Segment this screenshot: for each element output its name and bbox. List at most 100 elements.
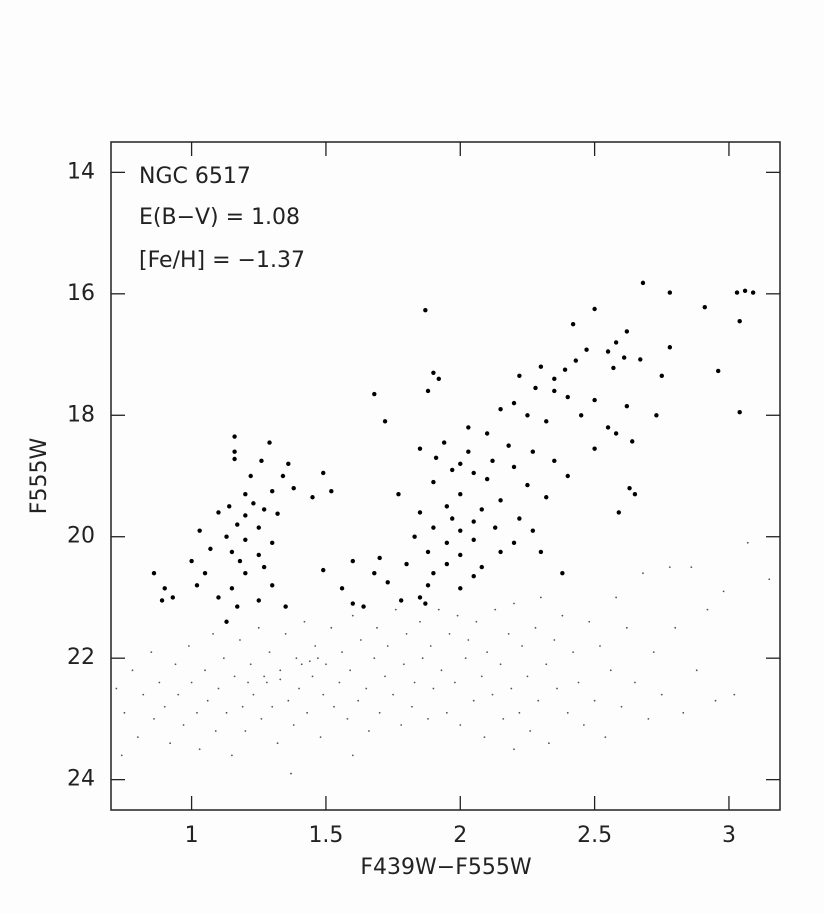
star-point xyxy=(232,434,237,439)
star-point xyxy=(396,492,401,497)
star-point xyxy=(518,711,521,714)
star-point xyxy=(450,516,455,521)
star-point xyxy=(341,651,343,654)
star-point xyxy=(275,511,280,516)
star-point xyxy=(303,620,306,623)
star-point xyxy=(534,626,537,629)
star-point xyxy=(227,504,232,509)
star-point xyxy=(170,595,175,600)
star-point xyxy=(417,446,423,451)
star-point xyxy=(417,510,423,515)
star-point xyxy=(634,681,636,684)
star-point xyxy=(214,730,217,732)
star-point xyxy=(722,590,725,593)
star-point xyxy=(197,528,202,533)
star-point xyxy=(311,675,314,678)
star-point xyxy=(271,705,274,708)
star-point xyxy=(573,358,579,363)
star-point xyxy=(484,476,490,482)
star-point xyxy=(333,705,335,708)
star-point xyxy=(521,645,523,647)
star-point xyxy=(291,485,296,491)
star-point xyxy=(423,308,428,313)
star-point xyxy=(538,364,544,369)
star-point xyxy=(734,290,740,295)
star-point xyxy=(235,522,240,527)
star-point xyxy=(562,367,568,372)
star-point xyxy=(287,699,290,702)
star-point xyxy=(584,347,589,352)
star-point xyxy=(624,403,630,409)
star-point xyxy=(471,537,476,542)
star-point xyxy=(471,519,476,524)
star-point xyxy=(511,464,517,470)
star-point xyxy=(458,552,463,558)
star-point xyxy=(604,736,607,739)
star-point xyxy=(441,440,447,445)
star-point xyxy=(498,549,503,555)
star-point xyxy=(592,306,597,312)
star-point xyxy=(351,754,354,757)
star-point xyxy=(298,687,300,690)
star-point xyxy=(177,693,180,696)
star-point xyxy=(682,711,685,714)
y-tick-label: 18 xyxy=(67,402,95,427)
star-point xyxy=(394,608,397,611)
star-point xyxy=(361,604,366,609)
star-point xyxy=(270,488,275,494)
star-point xyxy=(427,718,429,720)
star-point xyxy=(243,537,248,542)
star-point xyxy=(506,443,511,448)
star-point xyxy=(526,675,529,678)
star-point xyxy=(458,586,463,591)
star-point xyxy=(494,608,497,611)
star-point xyxy=(432,687,435,690)
star-point xyxy=(346,718,349,720)
star-point xyxy=(642,572,644,575)
star-point xyxy=(674,626,677,629)
star-point xyxy=(592,446,597,451)
star-point xyxy=(295,657,298,660)
star-point xyxy=(182,724,185,726)
star-point xyxy=(613,340,619,345)
annotation: E(B−V) = 1.08 xyxy=(139,205,300,230)
star-point xyxy=(552,388,557,394)
star-point xyxy=(216,595,221,600)
star-point xyxy=(572,651,575,654)
star-point xyxy=(640,280,646,286)
star-point xyxy=(490,458,495,464)
star-point xyxy=(276,742,279,745)
star-point xyxy=(647,718,650,720)
star-point xyxy=(411,705,413,708)
star-point xyxy=(252,693,255,696)
star-point xyxy=(243,570,248,576)
star-point xyxy=(222,657,225,660)
star-point xyxy=(690,566,693,568)
star-point xyxy=(517,516,522,521)
star-point xyxy=(316,657,319,660)
star-point xyxy=(419,620,421,623)
x-tick-label: 2 xyxy=(453,823,467,848)
star-point xyxy=(464,657,467,660)
star-point xyxy=(283,604,288,609)
star-point xyxy=(169,742,172,745)
star-point xyxy=(609,669,612,672)
star-point xyxy=(613,431,619,436)
star-point xyxy=(206,699,209,702)
star-point xyxy=(329,488,334,494)
star-point xyxy=(232,456,237,462)
star-point xyxy=(425,549,431,555)
star-point xyxy=(444,504,450,509)
star-point xyxy=(279,678,282,681)
annotation: [Fe/H] = −1.37 xyxy=(139,248,305,273)
star-point xyxy=(560,570,565,576)
star-point xyxy=(402,663,405,666)
star-point xyxy=(314,645,317,647)
star-point xyxy=(373,657,376,660)
star-point xyxy=(431,370,436,375)
star-point xyxy=(768,578,771,581)
star-point xyxy=(498,498,503,503)
star-point xyxy=(556,687,558,690)
star-point xyxy=(471,574,476,579)
